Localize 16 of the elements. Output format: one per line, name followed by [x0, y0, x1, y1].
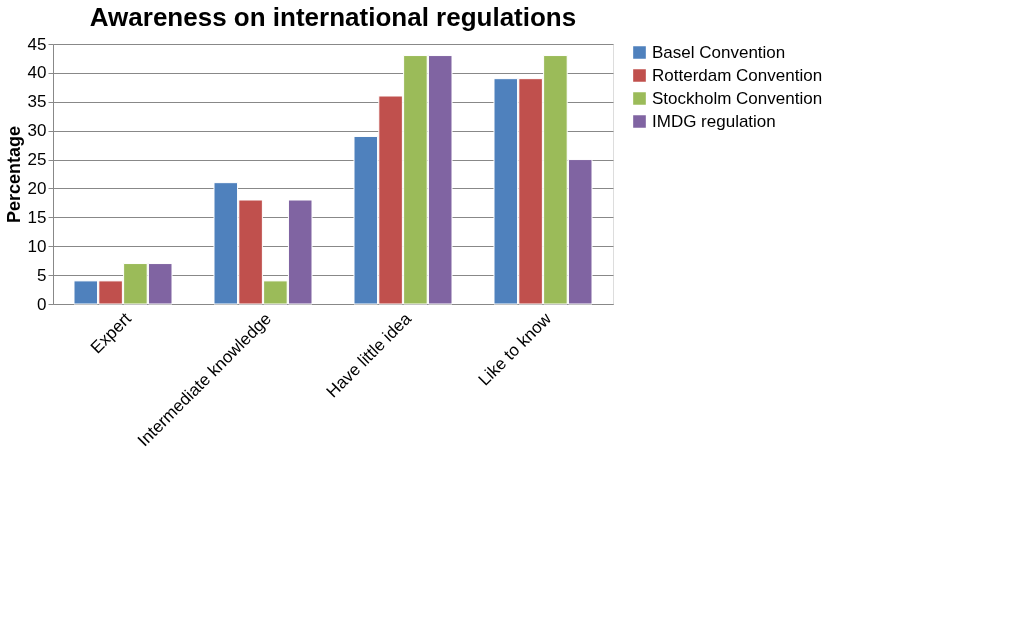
y-tick-label: 25 [27, 150, 47, 170]
y-tick-label: 5 [37, 265, 47, 285]
legend-label: Rotterdam Convention [652, 65, 823, 85]
y-tick-label: 15 [27, 207, 47, 227]
legend-label: Stockholm Convention [652, 88, 823, 108]
y-tick-label: 10 [27, 236, 47, 256]
chart-title: Awareness on international regulations [89, 2, 577, 32]
y-tick-label: 30 [27, 121, 47, 141]
y-tick-label: 40 [27, 63, 47, 83]
legend-label: Basel Convention [652, 42, 786, 62]
y-tick-label: 45 [27, 34, 47, 54]
y-axis-title: Percentage [3, 125, 24, 224]
y-tick-label: 20 [27, 178, 47, 198]
y-tick-label: 35 [27, 92, 47, 112]
y-tick-label: 0 [37, 294, 47, 314]
legend-label: IMDG regulation [652, 111, 776, 131]
